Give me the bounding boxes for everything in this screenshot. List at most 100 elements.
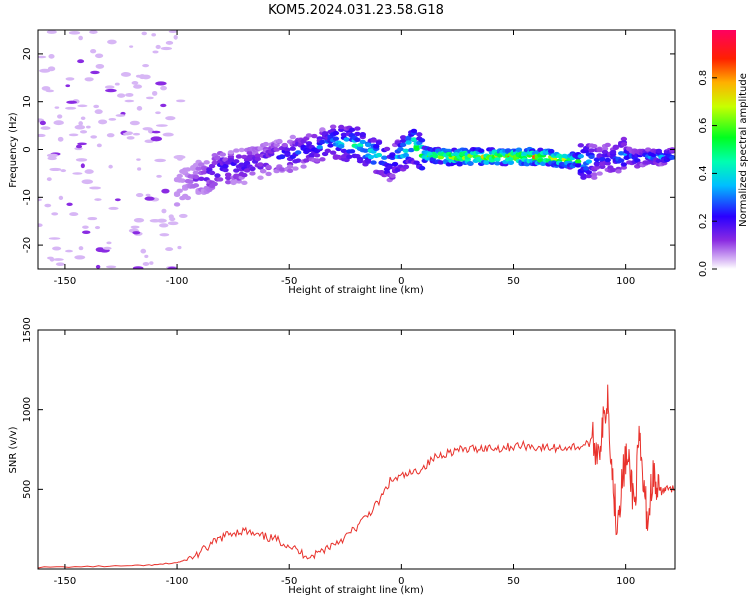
spectrogram-cell (216, 177, 224, 182)
spectrogram-cell (47, 256, 54, 260)
spectrogram-cell (192, 174, 200, 180)
spectrogram-cell (190, 166, 197, 171)
y-tick-label: 10 (22, 95, 33, 108)
spectrogram-cell (585, 170, 593, 175)
spectrogram-cell (609, 149, 617, 155)
spectrogram-cell (47, 66, 56, 72)
spectrogram-cell (402, 148, 410, 153)
spectrogram-cell (416, 132, 423, 137)
spectrogram-cell (405, 135, 412, 141)
spectrogram-cell (38, 223, 43, 228)
spectrogram-cell (305, 133, 313, 138)
spectrogram-cell (494, 161, 501, 166)
spectrogram-cell (129, 45, 134, 48)
spectrogram-cell (131, 81, 139, 85)
spectrogram-cell (241, 172, 248, 178)
spectrogram-cell (650, 152, 657, 158)
colorbar-gradient (712, 30, 736, 269)
spectrogram-cell (601, 149, 609, 155)
spectrogram-cell (75, 158, 88, 162)
spectrogram-cell (187, 179, 194, 184)
spectrogram-cell (313, 153, 321, 158)
spectrogram-cell (38, 55, 47, 59)
spectrogram-cell (211, 181, 218, 187)
spectrogram-cell (219, 152, 227, 157)
y-tick-label: 0 (22, 146, 33, 152)
spectrogram-cell (165, 40, 174, 45)
spectrogram-cell (405, 140, 412, 145)
spectrogram-cell (82, 225, 89, 229)
snr-y-ticks: 500 1000 1500 (22, 317, 675, 499)
spectrogram-cell (303, 158, 310, 163)
y-tick-label: 1000 (22, 397, 33, 422)
spectrogram-cell (132, 231, 141, 235)
spectrogram-cell (120, 72, 132, 77)
spectrogram-cell (85, 125, 91, 129)
spectrogram-cell (467, 161, 474, 166)
spectrogram-cell (74, 255, 86, 260)
spectrogram-cell (66, 202, 73, 207)
spectrogram-cell (178, 213, 188, 218)
spectrogram-cell (159, 233, 170, 237)
spectrogram-cells (38, 30, 675, 269)
spectrogram-cell (319, 157, 326, 162)
spectrogram-cell (80, 163, 85, 169)
spectrogram-cell (332, 130, 340, 136)
spectrogram-cell (124, 99, 135, 103)
spectrogram-cell (408, 147, 415, 153)
spectrogram-cell (604, 157, 611, 163)
spectrogram-cell (76, 144, 83, 149)
spectrogram-cell (289, 134, 296, 140)
spectrogram-cell (58, 195, 64, 201)
spectrogram-cell (620, 165, 628, 170)
spectrogram-cell (69, 212, 79, 217)
spectrogram-cell (39, 68, 51, 73)
spectrogram-cell (294, 150, 302, 155)
spectrogram-cell (225, 179, 232, 185)
spectrogram-cell (243, 168, 251, 173)
spectrogram-cell (155, 124, 168, 127)
spectrogram-cell (144, 139, 154, 144)
spectrogram-cell (94, 198, 102, 201)
spectrogram-cell (79, 130, 88, 134)
spectrogram-cell (604, 161, 611, 166)
spectrogram-cell (316, 144, 323, 150)
spectrogram-cell (399, 135, 407, 140)
spectrogram-cell (591, 172, 598, 177)
x-tick-label: 50 (507, 276, 520, 287)
spectrogram-cell (39, 120, 46, 126)
spectrogram-cell (238, 162, 245, 167)
spectrogram-cell (348, 127, 356, 133)
spectrogram-cell (612, 145, 619, 151)
spectrogram-cell (41, 86, 51, 91)
spectrogram-cell (604, 142, 611, 148)
spectrogram-cell (117, 93, 126, 98)
spectrogram-cell (254, 156, 262, 162)
spectrogram-cell (77, 142, 87, 146)
spectrogram-cell (593, 165, 601, 170)
spectrogram-cell (155, 44, 161, 50)
spectrogram-cell (40, 126, 51, 130)
spectrogram-cell (150, 136, 163, 142)
spectrogram-cell (167, 266, 178, 269)
spectrogram-cell (144, 254, 149, 259)
spectrogram-cell (129, 120, 140, 126)
spectrogram-cell (133, 218, 145, 223)
spectrogram-cell (332, 136, 340, 141)
spectrogram-cell (66, 100, 78, 104)
spectrogram-cell (136, 106, 143, 111)
spectrogram-cell (399, 142, 407, 148)
spectrogram-cell (413, 145, 420, 150)
spectrogram-cell (461, 147, 469, 153)
spectrogram-cell (211, 160, 218, 166)
spectrogram-cell (346, 154, 353, 160)
snr-frame (37, 329, 676, 570)
spectrogram-cell (300, 164, 307, 169)
colorbar-ticks: 0.0 0.2 0.4 0.6 0.8 (698, 70, 717, 277)
spectrogram-cell (574, 159, 582, 164)
spectrogram-cell (45, 89, 55, 93)
spectrogram-cell (78, 35, 83, 41)
spectrogram-cell (200, 170, 208, 175)
spectrogram-cell (655, 148, 663, 154)
spectrogram-cell (319, 139, 326, 145)
